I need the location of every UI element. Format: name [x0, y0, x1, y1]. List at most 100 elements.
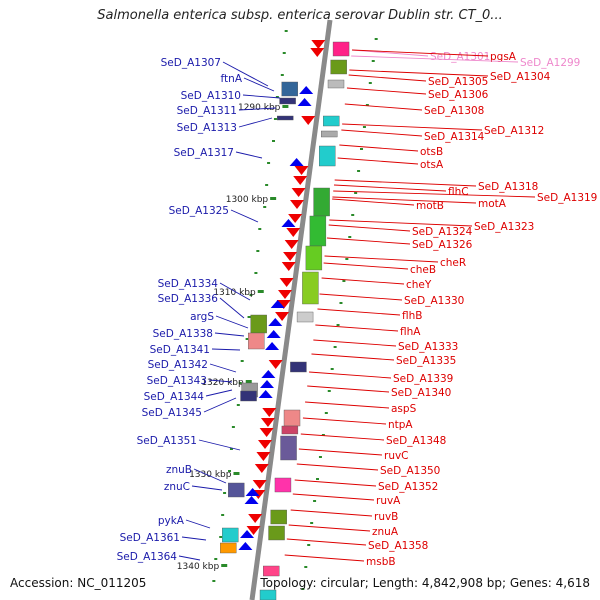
- gene-label-left: SeD_A1338: [153, 328, 213, 340]
- leader-line: [344, 103, 423, 111]
- reverse-strand-arrow: [278, 290, 293, 299]
- track-dot: [342, 280, 346, 282]
- gene-label-right: SeD_A1308: [424, 105, 484, 117]
- gene-label-right: SeD_A1350: [380, 465, 440, 477]
- gene-block: [309, 215, 327, 247]
- forward-strand-arrow: [238, 542, 253, 550]
- track-dot: [223, 492, 227, 494]
- leader-line: [214, 332, 245, 337]
- gene-label-right: SeD_A1348: [386, 435, 446, 447]
- track-dot: [368, 82, 372, 84]
- track-dot: [284, 30, 288, 32]
- leader-line: [178, 555, 201, 561]
- track-dot: [273, 118, 277, 120]
- gene-block: [248, 332, 265, 350]
- gene-label-left: SeD_A1307: [161, 57, 221, 69]
- reverse-strand-arrow: [260, 418, 275, 427]
- leader-line: [324, 255, 439, 263]
- track-dot: [214, 558, 218, 560]
- gene-label-right: SeD_A1304: [490, 71, 551, 83]
- leader-line: [346, 87, 427, 95]
- track-dot: [249, 294, 253, 296]
- track-dot: [282, 52, 286, 54]
- track-dot: [327, 390, 331, 392]
- gene-block: [283, 409, 301, 427]
- leader-line: [328, 224, 411, 232]
- gene-label-left: SeD_A1345: [142, 407, 202, 419]
- gene-block: [302, 271, 319, 305]
- forward-strand-arrow: [297, 98, 312, 106]
- track-dot: [258, 228, 262, 230]
- gene-label-right: SeD_A1330: [404, 295, 464, 307]
- track-dot: [307, 544, 311, 546]
- gene-block: [305, 245, 323, 271]
- gene-label-right: SeD_A1299: [520, 57, 580, 69]
- reverse-strand-arrow: [293, 176, 308, 185]
- track-dot: [245, 338, 249, 340]
- track-dot: [263, 206, 267, 208]
- track-dot: [333, 346, 337, 348]
- kbp-tick-mark: [282, 105, 289, 108]
- reverse-strand-arrow: [268, 360, 283, 369]
- reverse-strand-arrow: [252, 480, 267, 489]
- forward-strand-arrow: [261, 370, 276, 378]
- leader-line: [222, 61, 269, 87]
- gene-label-left: znuB: [166, 464, 192, 476]
- track-dot: [324, 412, 328, 414]
- kbp-tick-label: 1310 kbp: [213, 288, 256, 298]
- reverse-strand-arrow: [294, 166, 309, 175]
- leader-line: [185, 519, 211, 529]
- kbp-tick-mark: [270, 197, 277, 200]
- gene-label-right: cheB: [410, 264, 436, 276]
- gene-label-right: otsA: [420, 159, 444, 171]
- reverse-strand-arrow: [281, 262, 296, 271]
- gene-label-right: SeD_A1324: [412, 226, 473, 238]
- gene-label-left: SeD_A1343: [147, 375, 207, 387]
- gene-label-right: SeD_A1319: [537, 192, 597, 204]
- leader-line: [215, 315, 249, 329]
- gene-label-right: ruvC: [384, 450, 409, 462]
- forward-strand-arrow: [268, 318, 283, 326]
- gene-label-right: SeD_A1323: [474, 221, 534, 233]
- leader-line: [300, 433, 385, 441]
- track-dot: [275, 96, 279, 98]
- gene-label-right: SeD_A1333: [398, 341, 458, 353]
- leader-line: [351, 55, 519, 63]
- leader-line: [211, 348, 241, 351]
- track-dot: [365, 104, 369, 106]
- reverse-strand-arrow: [290, 200, 305, 209]
- gene-block: [279, 97, 296, 105]
- gene-block: [228, 482, 245, 498]
- leader-line: [342, 123, 483, 131]
- reverse-strand-arrow: [246, 526, 261, 535]
- gene-label-left: SeD_A1364: [117, 551, 178, 563]
- forward-strand-arrow: [245, 488, 260, 496]
- gene-label-left: SeD_A1336: [158, 293, 219, 305]
- track-dot: [357, 170, 361, 172]
- track-dot: [272, 140, 276, 142]
- leader-line: [329, 219, 473, 227]
- gene-label-right: cheR: [440, 257, 466, 269]
- kbp-tick-mark: [245, 380, 252, 383]
- gene-block: [281, 425, 299, 435]
- gene-block: [330, 59, 347, 75]
- gene-label-right: pgsA: [490, 51, 517, 63]
- reverse-strand-arrow: [311, 40, 326, 49]
- track-dot: [316, 478, 320, 480]
- leader-line: [235, 151, 263, 159]
- forward-strand-arrow: [260, 380, 275, 388]
- track-dot: [360, 148, 364, 150]
- leader-line: [323, 262, 409, 270]
- gene-block: [319, 145, 336, 167]
- gene-label-right: SeD_A1358: [368, 540, 428, 552]
- gene-block: [270, 509, 287, 525]
- gene-block: [290, 361, 307, 373]
- gene-block: [263, 565, 280, 577]
- leader-line: [311, 353, 395, 361]
- reverse-strand-arrow: [258, 440, 273, 449]
- reverse-strand-arrow: [291, 188, 306, 197]
- leader-line: [286, 538, 367, 546]
- track-dot: [336, 324, 340, 326]
- track-dot: [280, 74, 284, 76]
